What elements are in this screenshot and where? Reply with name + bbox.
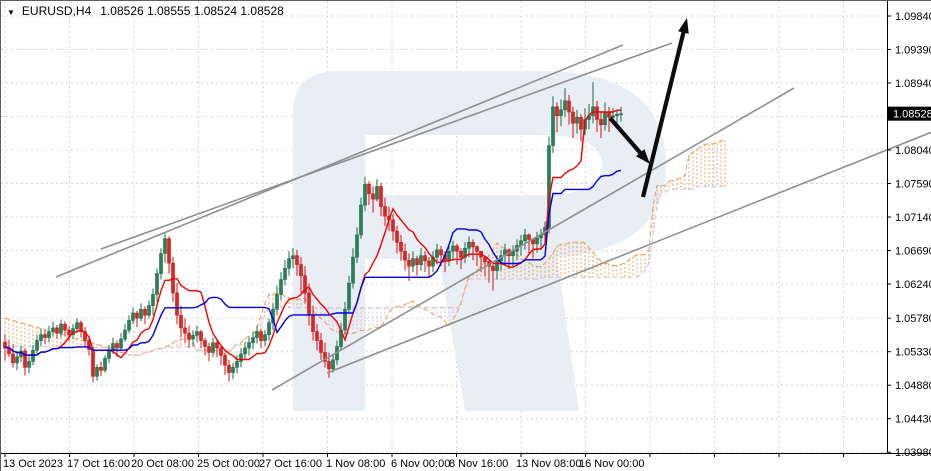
arrow-down-shaft [608,116,645,158]
symbol-period-label: EURUSD,H4 [21,4,92,18]
symbol-dropdown-icon[interactable]: ▼ [7,7,15,17]
y-axis-label: 1.04880 [895,380,931,392]
y-axis-label: 1.07140 [895,212,931,224]
y-axis-label: 1.07590 [895,178,931,190]
x-axis-label: 27 Oct 16:00 [259,458,322,470]
watermark-logo-r [293,71,666,411]
arrow-up-head [678,18,689,34]
time-axis[interactable]: 13 Oct 2023 17 Oct 16:00 20 Oct 08:00 25 Oc… [1,453,931,470]
x-axis-label: 6 Nov 00:00 [391,458,450,470]
y-axis-label: 1.05780 [895,313,931,325]
x-axis-label: 1 Nov 08:00 [326,458,385,470]
trendline[interactable] [55,44,624,278]
x-axis-label: 20 Oct 08:00 [131,458,194,470]
x-axis-label: 13 Oct 2023 [3,458,63,470]
chart-title: ▼ EURUSD,H4 1.08526 1.08555 1.08524 1.08… [7,4,284,18]
current-price-label: 1.08528 [893,109,931,121]
y-axis-label: 1.06690 [895,245,931,257]
x-axis-label: 17 Oct 16:00 [67,458,130,470]
trendline[interactable] [326,131,931,374]
y-axis-label: 1.06240 [895,279,931,291]
price-axis[interactable]: 1.09840 1.09390 1.08940 1.08040 1.07590 1.071… [887,1,931,459]
y-axis-label: 1.09840 [895,11,931,23]
y-axis-label: 1.04430 [895,414,931,426]
ohlc-values: 1.08526 1.08555 1.08524 1.08528 [100,4,284,18]
x-axis-label: 25 Oct 00:00 [197,458,260,470]
x-axis-label: 13 Nov 08:00 [516,458,581,470]
trendline[interactable] [100,42,673,250]
y-axis-label: 1.08940 [895,78,931,90]
x-axis-label: 16 Nov 00:00 [579,458,644,470]
x-axis-label: 8 Nov 16:00 [449,458,508,470]
arrow-down-head [636,149,650,164]
y-axis-label: 1.09390 [895,44,931,56]
y-axis-label: 1.08040 [895,145,931,157]
y-axis-label: 1.05330 [895,347,931,359]
kijun-sen-line [5,169,622,356]
trendlines[interactable] [55,42,931,391]
ichimoku-lines [5,109,622,361]
current-price-tag: 1.08528 [888,106,931,121]
arrow-up-shaft [640,28,687,198]
annotation-arrows[interactable] [608,18,689,198]
trendline[interactable] [271,87,795,391]
